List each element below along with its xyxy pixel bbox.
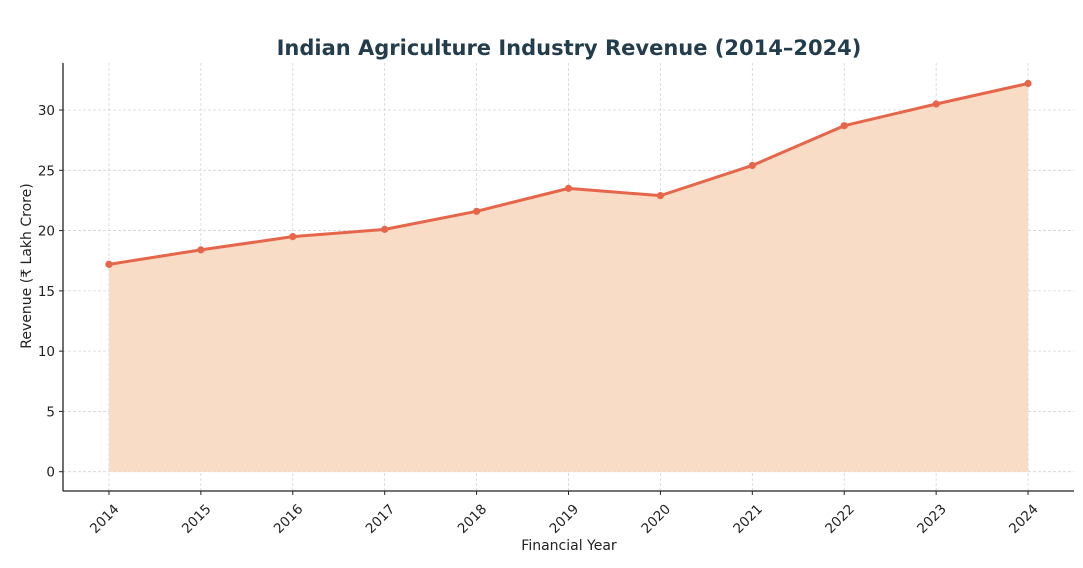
- x-tick-label: 2016: [271, 501, 307, 537]
- data-point-2021: [748, 161, 756, 170]
- data-point-2023: [932, 100, 940, 108]
- area-layer: [108, 83, 1029, 472]
- data-point-2016: [289, 233, 297, 241]
- y-tick-label: 5: [46, 404, 55, 420]
- area-fill-revenue: [108, 83, 1029, 472]
- y-tick-label: 15: [38, 284, 55, 300]
- data-point-2022: [840, 122, 848, 130]
- data-point-2019: [564, 184, 573, 192]
- x-tick-label: 2017: [363, 501, 399, 537]
- x-tick-label: 2018: [455, 501, 491, 537]
- data-point-2020: [656, 192, 665, 200]
- x-tick-label: 2024: [1006, 501, 1042, 537]
- data-point-2017: [381, 225, 389, 233]
- y-axis-ticks: 0 5 10 15 20 25 30: [38, 103, 63, 481]
- data-point-2018: [472, 207, 481, 215]
- data-point-2024: [1024, 79, 1032, 88]
- x-tick-label: 2014: [87, 501, 123, 537]
- y-tick-label: 30: [38, 103, 55, 119]
- y-tick-label: 20: [38, 224, 55, 240]
- data-point-2014: [105, 260, 113, 268]
- x-tick-label: 2022: [822, 501, 858, 537]
- x-tick-label: 2015: [179, 501, 215, 537]
- x-tick-label: 2020: [638, 501, 674, 537]
- data-point-2015: [197, 246, 205, 254]
- chart-title: Indian Agriculture Industry Revenue (201…: [277, 36, 862, 60]
- marker-layer: [105, 79, 1032, 268]
- x-tick-label: 2021: [730, 501, 766, 537]
- y-tick-label: 0: [46, 465, 55, 481]
- y-axis-label: Revenue (₹ Lakh Crore): [19, 183, 35, 348]
- y-tick-label: 25: [38, 163, 55, 179]
- x-axis-label: Financial Year: [521, 538, 617, 554]
- x-axis-ticks: 2014 2015 2016 2017 2018 2019 2020 2021 2022 2023…: [87, 491, 1042, 537]
- x-tick-label: 2019: [547, 501, 583, 537]
- y-tick-label: 10: [38, 344, 55, 360]
- x-tick-label: 2023: [914, 501, 950, 537]
